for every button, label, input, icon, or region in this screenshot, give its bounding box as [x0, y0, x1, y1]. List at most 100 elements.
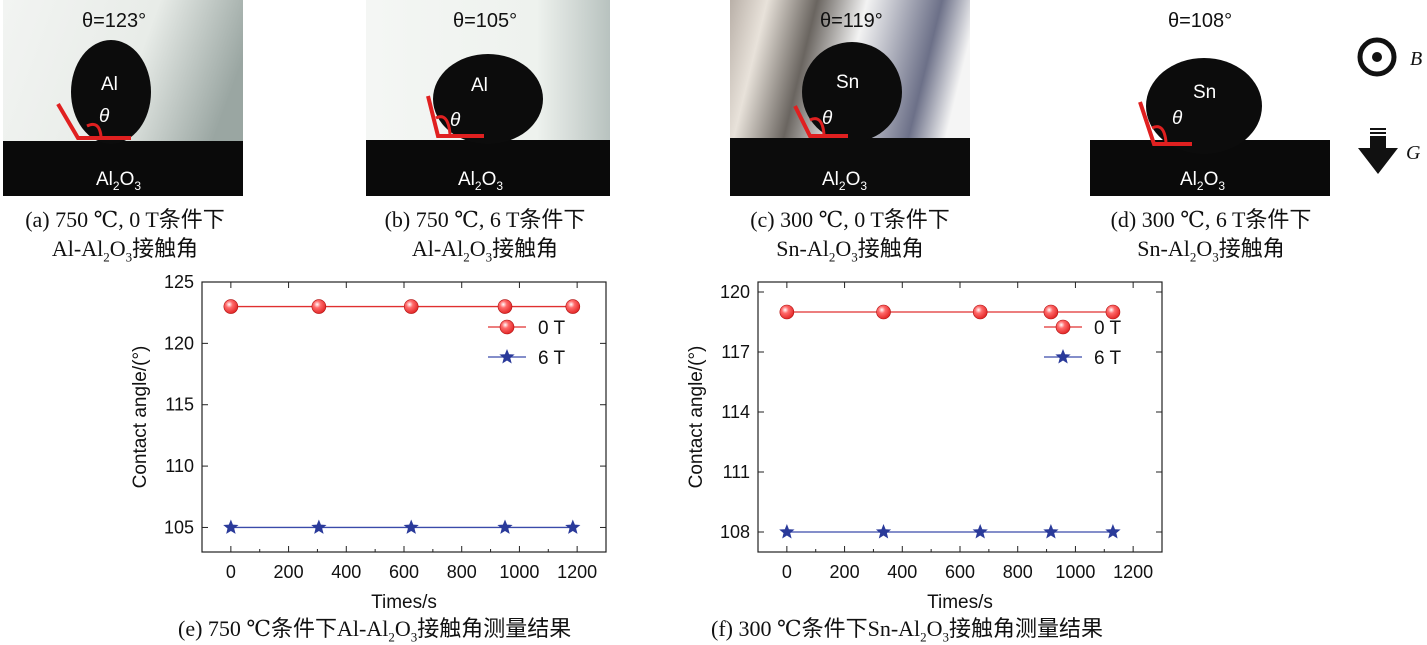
substrate-label-a: Al2O3 — [96, 169, 141, 193]
y-tick-label: 120 — [720, 282, 750, 302]
caption-b: (b) 750 ℃, 6 T条件下 Al-Al2O3接触角 — [355, 205, 615, 271]
caption-c-line1: (c) 300 ℃, 0 T条件下 — [750, 207, 950, 232]
x-tick-label: 600 — [945, 562, 975, 582]
caption-c-line2: Sn-Al2O3接触角 — [776, 236, 924, 265]
legend-marker-0T — [1055, 319, 1071, 335]
y-tick-label: 114 — [721, 402, 750, 422]
theta-label-c: θ — [822, 108, 833, 129]
legend-marker-6T — [1055, 349, 1071, 364]
x-tick-label: 1200 — [1113, 562, 1153, 582]
data-point-6T — [1043, 524, 1059, 539]
x-tick-label: 400 — [887, 562, 917, 582]
photo-panel-d: θ=108° Sn θ Al2O3 — [1090, 0, 1330, 196]
substrate-label-c: Al2O3 — [822, 169, 867, 193]
y-tick-label: 110 — [165, 456, 194, 476]
chart-e-plot: 0 200 400 600 800 1000 1200 105 110 115 120 125 Time… — [130, 272, 607, 613]
data-point-0T — [1043, 304, 1059, 320]
chart-e: 0 200 400 600 800 1000 1200 105 110 115 120 125 Time… — [110, 272, 630, 616]
y-tick-label: 108 — [720, 522, 750, 542]
theta-label-b: θ — [450, 110, 461, 131]
legend-label-1: 6 T — [1094, 348, 1122, 369]
x-tick-label: 0 — [226, 562, 236, 582]
y-tick-label: 125 — [164, 272, 194, 292]
chart-f-plot: 0 200 400 600 800 1000 1200 108 111 114 117 120 Time… — [686, 281, 1163, 613]
angle-label-b: θ=105° — [453, 10, 517, 32]
photo-panel-a: θ=123° Al θ Al2O3 — [3, 0, 243, 196]
x-tick-label: 1200 — [557, 562, 597, 582]
photo-panel-c: θ=119° Sn θ Al2O3 — [730, 0, 970, 196]
data-point-0T — [223, 299, 239, 314]
legend-label-1: 6 T — [538, 348, 566, 369]
data-point-6T — [311, 519, 327, 534]
data-point-0T — [403, 299, 419, 314]
x-tick-label: 200 — [274, 562, 304, 582]
caption-d-line2: Sn-Al2O3接触角 — [1137, 236, 1285, 265]
x-tick-label: 800 — [1003, 562, 1033, 582]
substrate-label-d: Al2O3 — [1180, 169, 1225, 193]
x-tick-label: 1000 — [1055, 562, 1095, 582]
caption-a-line2: Al-Al2O3接触角 — [51, 236, 199, 265]
substrate-label-b: Al2O3 — [458, 169, 503, 193]
angle-label-a: θ=123° — [82, 10, 146, 32]
y-tick-label: 111 — [723, 462, 750, 482]
y-axis-label: Contact angle/(°) — [686, 346, 707, 489]
angle-label-d: θ=108° — [1168, 10, 1232, 32]
caption-b-line1: (b) 750 ℃, 6 T条件下 — [384, 207, 586, 232]
x-tick-label: 200 — [830, 562, 860, 582]
y-tick-label: 120 — [164, 333, 194, 353]
chart-f: 0 200 400 600 800 1000 1200 108 111 114 117 120 Time… — [666, 276, 1186, 616]
droplet-photo-c: θ=119° Sn θ Al2O3 — [730, 0, 970, 196]
x-tick-label: 1000 — [499, 562, 539, 582]
data-point-0T — [497, 299, 513, 314]
data-point-6T — [779, 524, 795, 539]
theta-label-d: θ — [1172, 108, 1183, 129]
data-point-0T — [311, 299, 327, 314]
caption-d-line1: (d) 300 ℃, 6 T条件下 — [1110, 207, 1312, 232]
x-axis-label: Times/s — [371, 592, 437, 613]
caption-b-line2: Al-Al2O3接触角 — [411, 236, 559, 265]
drop-label-a: Al — [101, 74, 118, 95]
caption-a-line1: (a) 750 ℃, 0 T条件下 — [25, 207, 225, 232]
legend-label-0: 0 T — [538, 318, 566, 339]
data-point-6T — [875, 524, 892, 539]
caption-d: (d) 300 ℃, 6 T条件下 Sn-Al2O3接触角 — [1080, 205, 1342, 271]
drop-label-c: Sn — [836, 72, 859, 93]
gravity-label: G — [1406, 142, 1421, 164]
data-point-0T — [876, 304, 891, 320]
x-axis-label: Times/s — [927, 592, 993, 613]
y-tick-label: 115 — [165, 395, 194, 415]
caption-c: (c) 300 ℃, 0 T条件下 Sn-Al2O3接触角 — [720, 205, 980, 271]
data-point-6T — [1105, 524, 1121, 539]
magnetic-field-label: B — [1410, 48, 1423, 70]
data-point-0T — [779, 304, 795, 320]
chart-f-caption: (f) 300 ℃条件下Sn-Al2O3接触角测量结果 — [711, 616, 1104, 645]
x-tick-label: 800 — [447, 562, 477, 582]
photo-panel-b: θ=105° Al θ Al2O3 — [366, 0, 610, 196]
y-tick-label: 117 — [721, 342, 750, 362]
data-point-6T — [972, 524, 988, 539]
y-axis-label: Contact angle/(°) — [130, 346, 151, 489]
drop-label-d: Sn — [1193, 82, 1216, 103]
chart-e-caption: (e) 750 ℃条件下Al-Al2O3接触角测量结果 — [178, 616, 572, 645]
y-tick-label: 105 — [164, 517, 194, 537]
data-point-0T — [565, 299, 581, 314]
data-point-6T — [497, 519, 513, 534]
droplet-photo-a: θ=123° Al θ Al2O3 — [3, 0, 243, 196]
x-tick-label: 400 — [331, 562, 361, 582]
magnetic-field-out-of-plane-icon — [1356, 36, 1398, 83]
angle-label-c: θ=119° — [820, 10, 883, 32]
data-point-6T — [403, 519, 419, 534]
drop-label-b: Al — [471, 75, 488, 96]
x-tick-label: 600 — [389, 562, 419, 582]
caption-a: (a) 750 ℃, 0 T条件下 Al-Al2O3接触角 — [0, 205, 250, 271]
gravity-down-arrow-icon — [1358, 128, 1398, 181]
legend-marker-0T — [499, 319, 515, 335]
x-tick-label: 0 — [782, 562, 792, 582]
legend-marker-6T — [499, 349, 515, 364]
data-point-6T — [565, 519, 581, 534]
droplet-photo-d: θ=108° Sn θ Al2O3 — [1090, 0, 1330, 196]
legend-label-0: 0 T — [1094, 318, 1122, 339]
data-point-6T — [223, 519, 239, 534]
data-point-0T — [972, 304, 988, 320]
data-point-0T — [1105, 304, 1121, 320]
